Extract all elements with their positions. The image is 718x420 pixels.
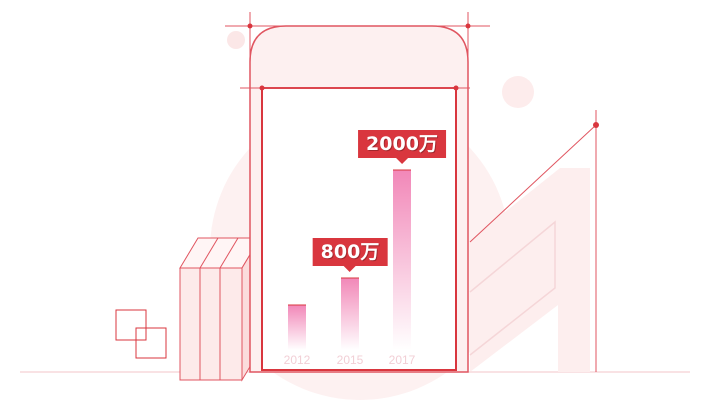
trend-point (593, 122, 599, 128)
bar-group (288, 169, 411, 350)
value-callout-2017: 2000万 (358, 130, 446, 164)
outline-square (135, 327, 167, 359)
year-label-2017: 2017 (388, 353, 416, 367)
year-label-2012: 2012 (283, 353, 311, 367)
bar-2017 (393, 170, 411, 350)
value-callout-2015: 800万 (312, 238, 388, 272)
book-stack (179, 236, 261, 382)
rising-shape (470, 168, 590, 372)
rising-shape-outline (469, 220, 556, 356)
year-label-2015: 2015 (336, 353, 364, 367)
background-dot (502, 76, 534, 108)
bar-2015 (341, 278, 359, 350)
bar-2012 (288, 305, 306, 350)
trend-line (469, 124, 597, 243)
background-dot-small (227, 31, 245, 49)
outline-square (115, 309, 147, 341)
